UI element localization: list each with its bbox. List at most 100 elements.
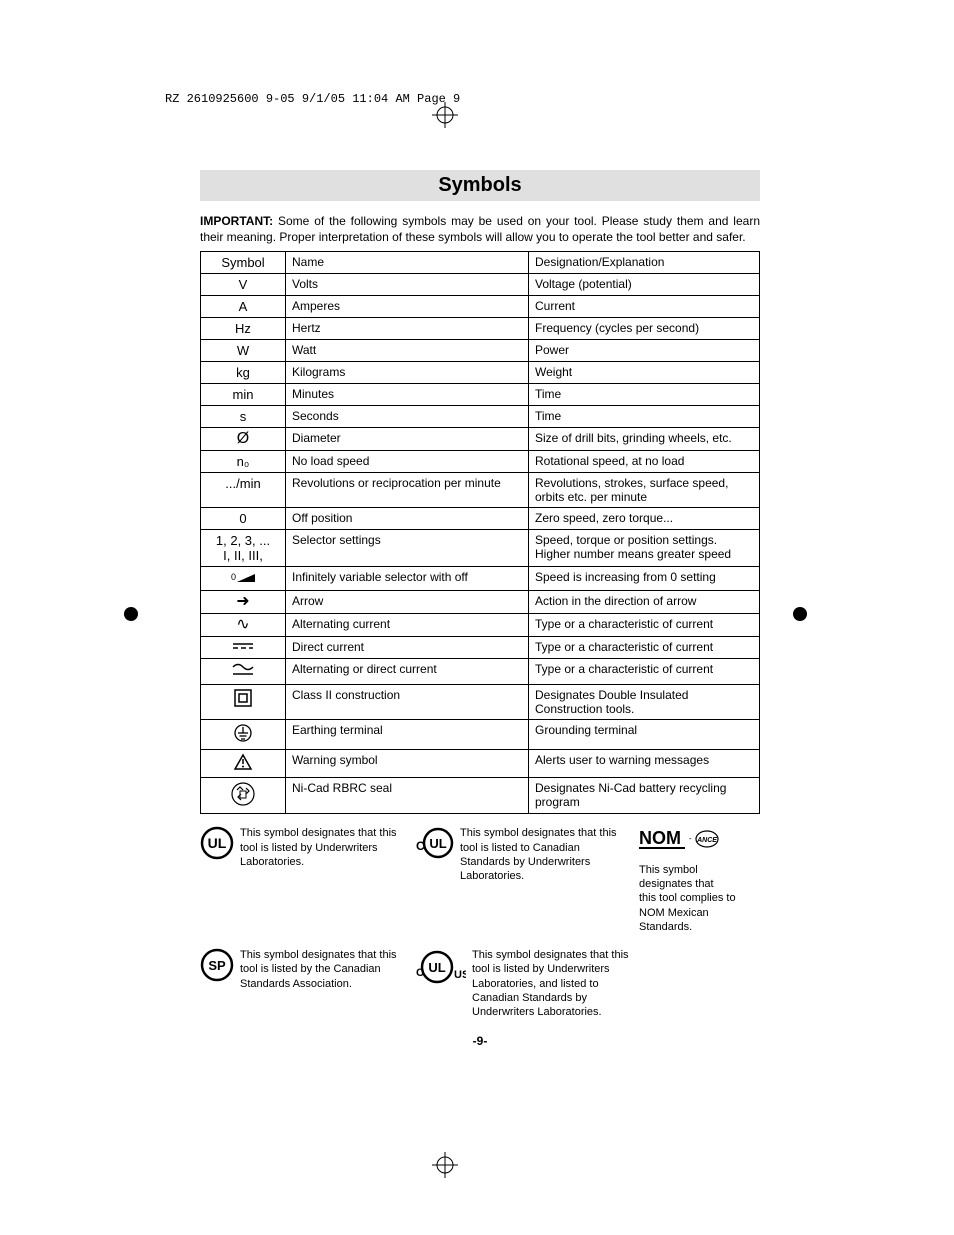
- desc-cell: Grounding terminal: [529, 720, 760, 750]
- table-row: HzHertzFrequency (cycles per second): [201, 318, 760, 340]
- registration-mark-bottom: [430, 1150, 460, 1180]
- cul-text: This symbol designates that this tool is…: [460, 826, 627, 883]
- table-row: Class II constructionDesignates Double I…: [201, 685, 760, 720]
- svg-text:UL: UL: [208, 835, 227, 851]
- symbol-cell: s: [201, 406, 286, 428]
- table-row: AAmperesCurrent: [201, 296, 760, 318]
- symbol-cell: V: [201, 274, 286, 296]
- ul-text: This symbol designates that this tool is…: [240, 826, 400, 869]
- name-cell: Warning symbol: [286, 750, 529, 778]
- symbol-cell: [201, 750, 286, 778]
- name-cell: Selector settings: [286, 530, 529, 567]
- desc-cell: Size of drill bits, grinding wheels, etc…: [529, 428, 760, 451]
- nom-icon: NOM-ANCE: [639, 826, 719, 856]
- svg-text:ANCE: ANCE: [696, 837, 717, 844]
- intro-text: Some of the following symbols may be use…: [200, 214, 760, 244]
- col-symbol: Symbol: [201, 252, 286, 274]
- desc-cell: Type or a characteristic of current: [529, 614, 760, 637]
- table-row: Ni-Cad RBRC sealDesignates Ni-Cad batter…: [201, 778, 760, 814]
- desc-cell: Zero speed, zero torque...: [529, 508, 760, 530]
- name-cell: Hertz: [286, 318, 529, 340]
- desc-cell: Voltage (potential): [529, 274, 760, 296]
- culus-icon: CULUS: [412, 948, 466, 990]
- symbol-cell: [201, 720, 286, 750]
- desc-cell: Power: [529, 340, 760, 362]
- name-cell: Amperes: [286, 296, 529, 318]
- csa-text: This symbol designates that this tool is…: [240, 948, 400, 991]
- name-cell: Revolutions or reciprocation per minute: [286, 473, 529, 508]
- imposition-slug: RZ 2610925600 9-05 9/1/05 11:04 AM Page …: [165, 92, 460, 106]
- symbol-cell: kg: [201, 362, 286, 384]
- symbol-cell: min: [201, 384, 286, 406]
- certification-section: UL This symbol designates that this tool…: [200, 826, 760, 1019]
- svg-text:UL: UL: [429, 836, 446, 851]
- table-row: 1, 2, 3, ... I, II, III,Selector setting…: [201, 530, 760, 567]
- symbol-cell: .../min: [201, 473, 286, 508]
- table-row: Alternating or direct currentType or a c…: [201, 659, 760, 685]
- desc-cell: Time: [529, 406, 760, 428]
- name-cell: Alternating or direct current: [286, 659, 529, 685]
- name-cell: Diameter: [286, 428, 529, 451]
- table-row: VVoltsVoltage (potential): [201, 274, 760, 296]
- symbol-cell: [201, 778, 286, 814]
- name-cell: Watt: [286, 340, 529, 362]
- table-row: ➜ArrowAction in the direction of arrow: [201, 591, 760, 614]
- symbol-cell: W: [201, 340, 286, 362]
- table-row: n₀No load speedRotational speed, at no l…: [201, 451, 760, 473]
- symbol-cell: Ø: [201, 428, 286, 451]
- name-cell: Ni-Cad RBRC seal: [286, 778, 529, 814]
- table-row: 0 Infinitely variable selector with offSp…: [201, 567, 760, 591]
- csa-icon: SP: [200, 948, 234, 986]
- desc-cell: Time: [529, 384, 760, 406]
- desc-cell: Rotational speed, at no load: [529, 451, 760, 473]
- culus-text: This symbol designates that this tool is…: [472, 948, 637, 1019]
- table-row: kgKilogramsWeight: [201, 362, 760, 384]
- desc-cell: Designates Double Insulated Construction…: [529, 685, 760, 720]
- name-cell: Direct current: [286, 637, 529, 659]
- symbols-table: Symbol Name Designation/Explanation VVol…: [200, 251, 760, 814]
- svg-text:NOM: NOM: [639, 828, 681, 848]
- desc-cell: Frequency (cycles per second): [529, 318, 760, 340]
- name-cell: Off position: [286, 508, 529, 530]
- svg-text:UL: UL: [428, 960, 445, 975]
- desc-cell: Speed is increasing from 0 setting: [529, 567, 760, 591]
- symbol-cell: [201, 637, 286, 659]
- page-title: Symbols: [200, 170, 760, 201]
- ul-listed-icon: UL: [200, 826, 234, 864]
- symbol-cell: [201, 685, 286, 720]
- symbol-cell: Hz: [201, 318, 286, 340]
- desc-cell: Speed, torque or position settings. High…: [529, 530, 760, 567]
- name-cell: Alternating current: [286, 614, 529, 637]
- table-row: .../minRevolutions or reciprocation per …: [201, 473, 760, 508]
- table-row: ∿Alternating currentType or a characteri…: [201, 614, 760, 637]
- svg-text:-: -: [689, 834, 692, 843]
- table-row: 0Off positionZero speed, zero torque...: [201, 508, 760, 530]
- name-cell: Kilograms: [286, 362, 529, 384]
- name-cell: No load speed: [286, 451, 529, 473]
- symbol-cell: 1, 2, 3, ... I, II, III,: [201, 530, 286, 567]
- table-row: Direct currentType or a characteristic o…: [201, 637, 760, 659]
- desc-cell: Type or a characteristic of current: [529, 637, 760, 659]
- desc-cell: Current: [529, 296, 760, 318]
- name-cell: Arrow: [286, 591, 529, 614]
- table-row: WWattPower: [201, 340, 760, 362]
- name-cell: Volts: [286, 274, 529, 296]
- intro-paragraph: IMPORTANT: Some of the following symbols…: [200, 213, 760, 245]
- desc-cell: Designates Ni-Cad battery recycling prog…: [529, 778, 760, 814]
- registration-mark-top: [430, 100, 460, 130]
- table-row: Warning symbolAlerts user to warning mes…: [201, 750, 760, 778]
- symbol-cell: [201, 659, 286, 685]
- desc-cell: Weight: [529, 362, 760, 384]
- svg-text:US: US: [454, 969, 466, 981]
- name-cell: Infinitely variable selector with off: [286, 567, 529, 591]
- page-number: -9-: [200, 1034, 760, 1048]
- col-designation: Designation/Explanation: [529, 252, 760, 274]
- name-cell: Earthing terminal: [286, 720, 529, 750]
- desc-cell: Revolutions, strokes, surface speed, orb…: [529, 473, 760, 508]
- symbol-cell: 0: [201, 508, 286, 530]
- symbol-cell: ➜: [201, 591, 286, 614]
- cul-listed-icon: CUL: [412, 826, 454, 864]
- table-header-row: Symbol Name Designation/Explanation: [201, 252, 760, 274]
- intro-label: IMPORTANT:: [200, 214, 273, 228]
- svg-text:0: 0: [231, 572, 236, 582]
